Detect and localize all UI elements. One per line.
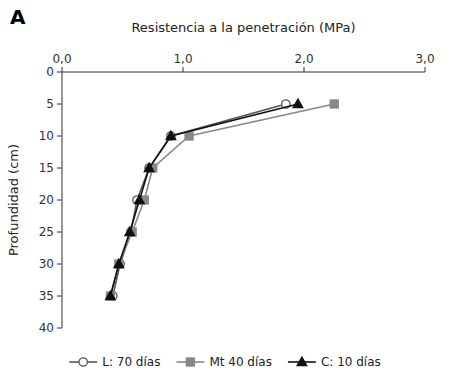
chart: 0,0 1,0 2,0 3,0 0 5 10 15 20 25 30 35 40 Resistencia … — [0, 0, 450, 382]
plot-area — [106, 99, 339, 300]
legend-label: C: 10 días — [321, 355, 381, 369]
series-marker — [167, 132, 175, 140]
series-marker — [144, 163, 154, 172]
series-marker — [293, 99, 303, 108]
y-tick — [57, 264, 62, 265]
y-tick-label: 0 — [46, 65, 54, 79]
legend-label: L: 70 días — [102, 355, 160, 369]
y-tick-label: 40 — [39, 321, 54, 335]
x-tick-label: 1,0 — [173, 52, 192, 66]
series-marker — [166, 131, 176, 140]
y-tick — [57, 328, 62, 329]
x-tick-label: 3,0 — [415, 52, 434, 66]
y-tick-label: 20 — [39, 193, 54, 207]
legend-item: C: 10 días — [288, 355, 381, 369]
series-marker — [135, 195, 145, 204]
legend-marker — [79, 358, 87, 366]
y-tick — [57, 72, 62, 73]
x-tick-label: 2,0 — [294, 52, 313, 66]
y-tick-label: 35 — [39, 289, 54, 303]
series-marker — [115, 260, 123, 268]
x-axis-label: Resistencia a la penetración (MPa) — [131, 20, 355, 35]
y-tick-label: 15 — [39, 161, 54, 175]
y-tick — [57, 232, 62, 233]
y-tick-label: 25 — [39, 225, 54, 239]
legend-item: L: 70 días — [69, 355, 160, 369]
series-marker — [106, 292, 114, 300]
legend-marker — [297, 357, 307, 366]
y-tick-label: 10 — [39, 129, 54, 143]
legend-marker — [186, 358, 194, 366]
y-tick-label: 5 — [46, 97, 54, 111]
series-marker — [330, 100, 338, 108]
x-tick — [183, 67, 184, 72]
series-line — [113, 104, 286, 296]
y-tick — [57, 136, 62, 137]
x-tick-label: 0,0 — [52, 52, 71, 66]
series-marker — [114, 259, 124, 268]
legend-label: Mt 40 días — [209, 355, 272, 369]
legend: L: 70 días Mt 40 días C: 10 días — [69, 355, 381, 369]
x-tick — [304, 67, 305, 72]
y-tick — [57, 200, 62, 201]
series-marker — [125, 227, 135, 236]
x-tick — [62, 67, 63, 72]
y-tick — [57, 104, 62, 105]
series-marker — [185, 132, 193, 140]
y-tick-label: 30 — [39, 257, 54, 271]
panel-label: A — [10, 5, 26, 29]
legend-item: Mt 40 días — [176, 355, 272, 369]
series-marker — [106, 291, 116, 300]
y-tick — [57, 168, 62, 169]
x-tick — [425, 67, 426, 72]
series-line — [110, 104, 334, 296]
y-tick — [57, 296, 62, 297]
y-axis-label: Profundidad (cm) — [6, 144, 21, 256]
x-axis-line — [62, 72, 425, 73]
series-line — [110, 104, 298, 296]
